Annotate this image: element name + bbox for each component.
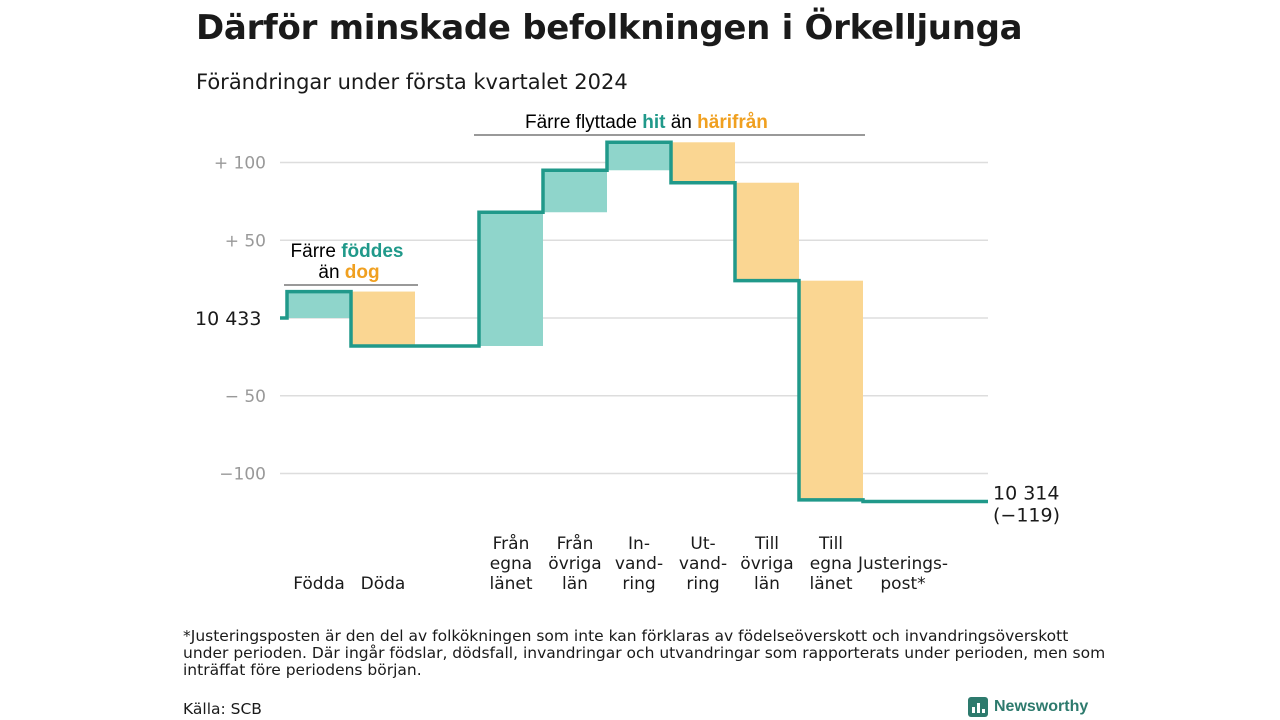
y-tick-label: + 50 xyxy=(225,231,266,251)
x-label-invandring: In- xyxy=(628,534,650,554)
waterfall-chart: + 100+ 50− 50−100 Födda DödaFrånegnalänet… xyxy=(195,112,1060,594)
x-label-till_egna: länet xyxy=(809,574,852,594)
bars xyxy=(287,142,863,500)
bar-fran_ovriga xyxy=(543,170,607,213)
bar-fodda xyxy=(287,291,351,318)
y-tick-label: − 50 xyxy=(225,387,266,407)
births-annotation-line1: Färre föddes xyxy=(291,241,404,262)
bar-utvandring xyxy=(671,142,735,183)
x-label-till_ovriga: övriga xyxy=(740,554,793,574)
x-label-fran_ovriga: län xyxy=(562,574,588,594)
end-change-label: (−119) xyxy=(993,504,1060,526)
y-tick-label: + 100 xyxy=(214,154,266,174)
x-label-fran_egna: Från xyxy=(493,533,530,554)
births-b: föddes xyxy=(341,241,403,262)
bar-till_egna xyxy=(799,280,863,500)
footnote: *Justeringsposten är den del av folkökni… xyxy=(183,627,1106,679)
births-annotation-line2: än dog xyxy=(318,262,379,283)
x-label-fran_egna: länet xyxy=(489,574,532,594)
chart-title: Därför minskade befolkningen i Örkelljun… xyxy=(196,8,1023,48)
x-label-till_egna: egna xyxy=(810,554,852,574)
bar-till_ovriga xyxy=(735,182,799,281)
x-label-utvandring: Ut- xyxy=(690,534,715,554)
grid-lines: + 100 + 50 − 50 −100 xyxy=(214,154,988,485)
migration-a: Färre flyttade xyxy=(525,112,642,133)
x-label-till_ovriga: län xyxy=(754,574,780,594)
migration-b: hit xyxy=(642,112,666,133)
births-d: dog xyxy=(345,262,380,283)
births-a: Färre xyxy=(291,241,342,262)
step-line xyxy=(280,140,988,504)
x-label-till_egna: Till xyxy=(818,534,843,554)
migration-annotation-text: Färre flyttade hit än härifrån xyxy=(525,112,768,133)
end-value-label: 10 314 xyxy=(993,482,1059,504)
x-label-invandring: ring xyxy=(622,574,655,594)
births-c: än xyxy=(318,262,344,283)
x-label-utvandring: vand- xyxy=(679,554,727,574)
x-label-invandring: vand- xyxy=(615,554,663,574)
x-label-fran_egna: egna xyxy=(490,554,532,574)
x-label-doda: Döda xyxy=(361,574,406,594)
x-label-fran_ovriga: övriga xyxy=(548,554,601,574)
x-label-utvandring: ring xyxy=(686,574,719,594)
labels: Födda DödaFrånegnalänetFrånövrigalänIn-va… xyxy=(195,308,1060,594)
x-label-fran_ovriga: Från xyxy=(557,533,594,554)
chart-subtitle: Förändringar under första kvartalet 2024 xyxy=(196,70,628,94)
bar-doda xyxy=(351,291,415,346)
brand-logo: Newsworthy xyxy=(968,697,1088,717)
migration-c: än xyxy=(665,112,697,133)
x-label-justering: post* xyxy=(880,574,925,594)
x-label-justering: Justerings- xyxy=(857,554,948,574)
bar-fran_egna xyxy=(479,212,543,346)
births-annotation: Färre föddes än dog xyxy=(284,241,418,286)
source-label: Källa: SCB xyxy=(183,700,262,718)
brand-name: Newsworthy xyxy=(994,698,1089,715)
bar-invandring xyxy=(607,142,671,171)
x-label-till_ovriga: Till xyxy=(754,534,779,554)
start-value-label: 10 433 xyxy=(195,308,261,330)
y-tick-label: −100 xyxy=(219,465,266,485)
migration-d: härifrån xyxy=(697,112,768,133)
migration-annotation: Färre flyttade hit än härifrån xyxy=(474,112,865,136)
newsworthy-logo-icon xyxy=(968,697,988,717)
x-label-fodda: Födda xyxy=(293,574,345,594)
